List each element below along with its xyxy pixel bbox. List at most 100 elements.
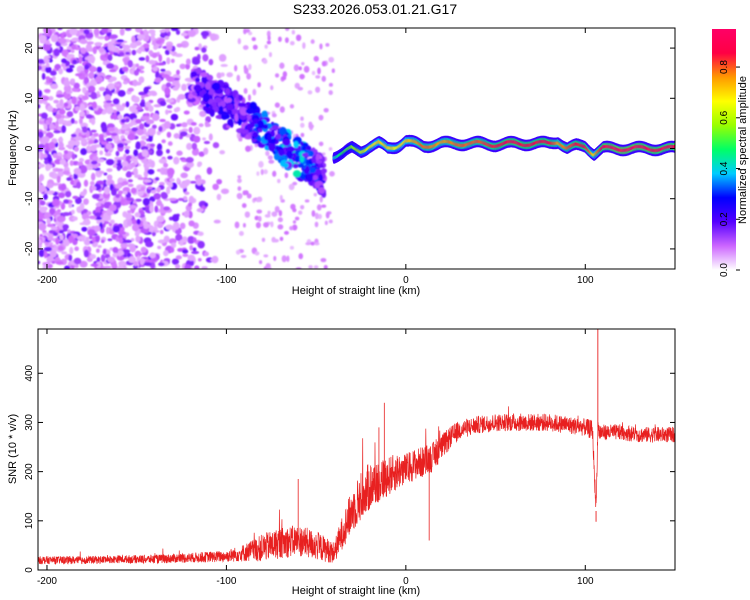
- noise-speckle: [186, 142, 193, 151]
- noise-speckle: [102, 248, 107, 255]
- noise-speckle: [188, 210, 193, 219]
- noise-speckle: [124, 28, 132, 31]
- noise-speckle: [109, 69, 117, 73]
- noise-speckle: [83, 239, 91, 246]
- descending-feature-blob: [306, 173, 313, 182]
- noise-speckle: [149, 196, 156, 203]
- noise-speckle: [89, 253, 97, 260]
- noise-speckle: [95, 261, 102, 269]
- descending-feature-blob: [275, 133, 282, 140]
- noise-speckle: [149, 143, 156, 148]
- descending-feature-blob: [234, 113, 239, 122]
- noise-speckle: [71, 44, 77, 50]
- noise-speckle: [83, 179, 89, 187]
- noise-speckle: [38, 223, 47, 231]
- noise-speckle: [299, 73, 305, 80]
- noise-speckle: [165, 109, 169, 115]
- noise-speckle: [87, 229, 96, 236]
- noise-speckle: [82, 219, 91, 226]
- noise-speckle: [191, 57, 201, 65]
- noise-speckle: [265, 262, 271, 269]
- noise-speckle: [120, 118, 126, 124]
- descending-feature-blob: [272, 125, 279, 131]
- noise-speckle: [66, 177, 72, 181]
- descending-feature-blob: [318, 187, 326, 194]
- noise-speckle: [242, 45, 249, 50]
- descending-feature-blob: [205, 103, 211, 108]
- noise-speckle: [87, 85, 96, 93]
- noise-speckle: [166, 44, 173, 51]
- noise-speckle: [45, 55, 51, 59]
- descending-feature-blob: [239, 107, 248, 116]
- noise-speckle: [62, 212, 71, 217]
- noise-speckle: [57, 28, 63, 31]
- noise-speckle: [100, 254, 106, 263]
- noise-speckle: [45, 76, 51, 80]
- noise-speckle: [65, 190, 72, 198]
- noise-speckle: [317, 213, 322, 220]
- noise-speckle: [63, 84, 72, 93]
- noise-speckle: [186, 79, 195, 83]
- descending-feature-blob: [231, 108, 239, 115]
- noise-speckle: [196, 208, 204, 213]
- noise-speckle: [110, 114, 115, 120]
- noise-speckle: [166, 167, 175, 176]
- noise-speckle: [284, 172, 289, 179]
- noise-speckle: [72, 195, 79, 200]
- noise-speckle: [159, 118, 166, 123]
- noise-speckle: [134, 198, 142, 202]
- noise-speckle: [124, 131, 129, 136]
- noise-speckle: [273, 255, 277, 262]
- noise-speckle: [188, 195, 195, 204]
- noise-speckle: [201, 266, 208, 269]
- noise-speckle: [143, 43, 150, 49]
- noise-speckle: [120, 243, 128, 249]
- noise-speckle: [274, 102, 280, 108]
- noise-speckle: [79, 165, 88, 174]
- noise-speckle: [136, 128, 144, 136]
- noise-speckle: [135, 119, 142, 124]
- y-tick-label: 20: [24, 42, 35, 54]
- noise-speckle: [170, 242, 177, 249]
- noise-speckle: [129, 158, 137, 162]
- noise-speckle: [90, 160, 98, 165]
- descending-feature-blob: [261, 110, 269, 119]
- noise-speckle: [177, 197, 185, 202]
- noise-speckle: [263, 254, 269, 258]
- noise-speckle: [188, 180, 198, 184]
- noise-speckle: [270, 221, 274, 228]
- noise-speckle: [90, 144, 97, 152]
- noise-speckle: [49, 207, 56, 215]
- noise-speckle: [49, 70, 57, 76]
- noise-speckle: [133, 69, 139, 76]
- noise-speckle: [143, 170, 149, 178]
- noise-speckle: [50, 34, 59, 43]
- noise-speckle: [45, 63, 50, 68]
- noise-speckle: [146, 163, 152, 168]
- noise-speckle: [150, 91, 158, 97]
- noise-speckle: [198, 123, 204, 128]
- noise-speckle: [128, 205, 137, 209]
- noise-speckle: [256, 198, 260, 203]
- noise-speckle: [152, 66, 158, 72]
- noise-speckle: [79, 158, 85, 162]
- noise-speckle: [177, 248, 184, 252]
- noise-speckle: [38, 174, 45, 182]
- noise-speckle: [314, 212, 319, 220]
- noise-speckle: [185, 58, 191, 66]
- noise-speckle: [72, 216, 78, 221]
- noise-speckle: [157, 239, 166, 244]
- noise-speckle: [319, 196, 323, 203]
- colorbar-tick-label: 0.0: [719, 263, 730, 277]
- noise-speckle: [132, 96, 140, 103]
- noise-speckle: [137, 177, 145, 180]
- noise-speckle: [73, 167, 82, 175]
- noise-speckle: [145, 55, 150, 63]
- noise-speckle: [75, 73, 83, 77]
- noise-speckle: [236, 192, 243, 200]
- noise-speckle: [43, 100, 48, 105]
- noise-speckle: [101, 125, 108, 133]
- noise-speckle: [156, 215, 165, 223]
- noise-speckle: [79, 28, 84, 33]
